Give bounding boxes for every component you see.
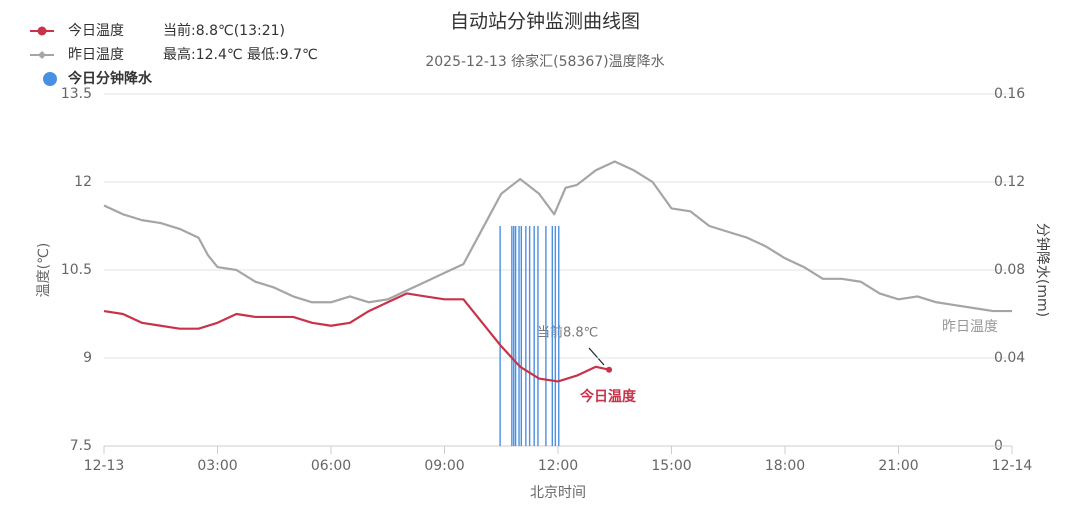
precip-bar — [499, 226, 501, 446]
y-axis-title: 温度(℃) — [36, 243, 52, 298]
x-tick-label: 12:00 — [538, 458, 578, 474]
precip-bar — [533, 226, 535, 446]
x-tick-label: 21:00 — [878, 458, 918, 474]
precip-bar — [551, 226, 554, 446]
annotation: 今日温度 — [579, 388, 637, 405]
precip-bar — [511, 226, 513, 446]
x-tick-label: 12-13 — [84, 458, 125, 474]
legend-label: 今日分钟降水 — [67, 70, 153, 87]
series-line — [103, 160, 1012, 313]
y-tick-label: 13.5 — [61, 86, 92, 102]
series-line — [103, 292, 610, 383]
precip-bar — [554, 226, 557, 446]
precip-bar — [525, 226, 527, 446]
legend-note: 当前:8.8℃(13:21) — [163, 22, 285, 39]
y2-tick-label: 0.12 — [994, 174, 1025, 190]
legend-label: 今日温度 — [68, 23, 124, 39]
x-tick-label: 09:00 — [424, 458, 464, 474]
precip-bar — [518, 226, 520, 446]
x-tick-label: 15:00 — [651, 458, 691, 474]
legend-marker — [38, 51, 46, 59]
y-tick-label: 9 — [83, 350, 92, 366]
legend-marker — [43, 72, 57, 86]
chart-title: 自动站分钟监测曲线图 — [450, 11, 640, 33]
legend-label: 昨日温度 — [68, 47, 124, 63]
legend-note: 最高:12.4℃ 最低:9.7℃ — [163, 46, 318, 63]
x-axis-title: 北京时间 — [530, 485, 586, 501]
legend-marker — [37, 26, 47, 36]
precip-bar — [545, 226, 547, 446]
precip-bar — [537, 226, 539, 446]
y2-axis-title: 分钟降水(mm) — [1034, 223, 1051, 317]
y-tick-label: 10.5 — [61, 262, 92, 278]
y2-tick-label: 0.04 — [994, 350, 1025, 366]
annotation-arrow — [588, 347, 605, 366]
precip-bar — [513, 226, 515, 446]
chart-subtitle: 2025-12-13 徐家汇(58367)温度降水 — [425, 53, 664, 70]
x-tick-label: 12-14 — [992, 458, 1033, 474]
last-point — [606, 366, 613, 373]
x-tick-label: 06:00 — [311, 458, 351, 474]
annotation: 昨日温度 — [942, 319, 998, 335]
y2-tick-label: 0.16 — [994, 86, 1025, 102]
precip-bar — [514, 226, 517, 446]
precip-bar — [520, 226, 523, 446]
x-tick-label: 03:00 — [197, 458, 237, 474]
precip-bar — [528, 226, 531, 446]
y2-tick-label: 0.08 — [994, 262, 1025, 278]
x-tick-label: 18:00 — [765, 458, 805, 474]
y-tick-label: 7.5 — [70, 438, 92, 454]
precip-bar — [558, 226, 560, 446]
y-tick-label: 12 — [74, 174, 92, 190]
